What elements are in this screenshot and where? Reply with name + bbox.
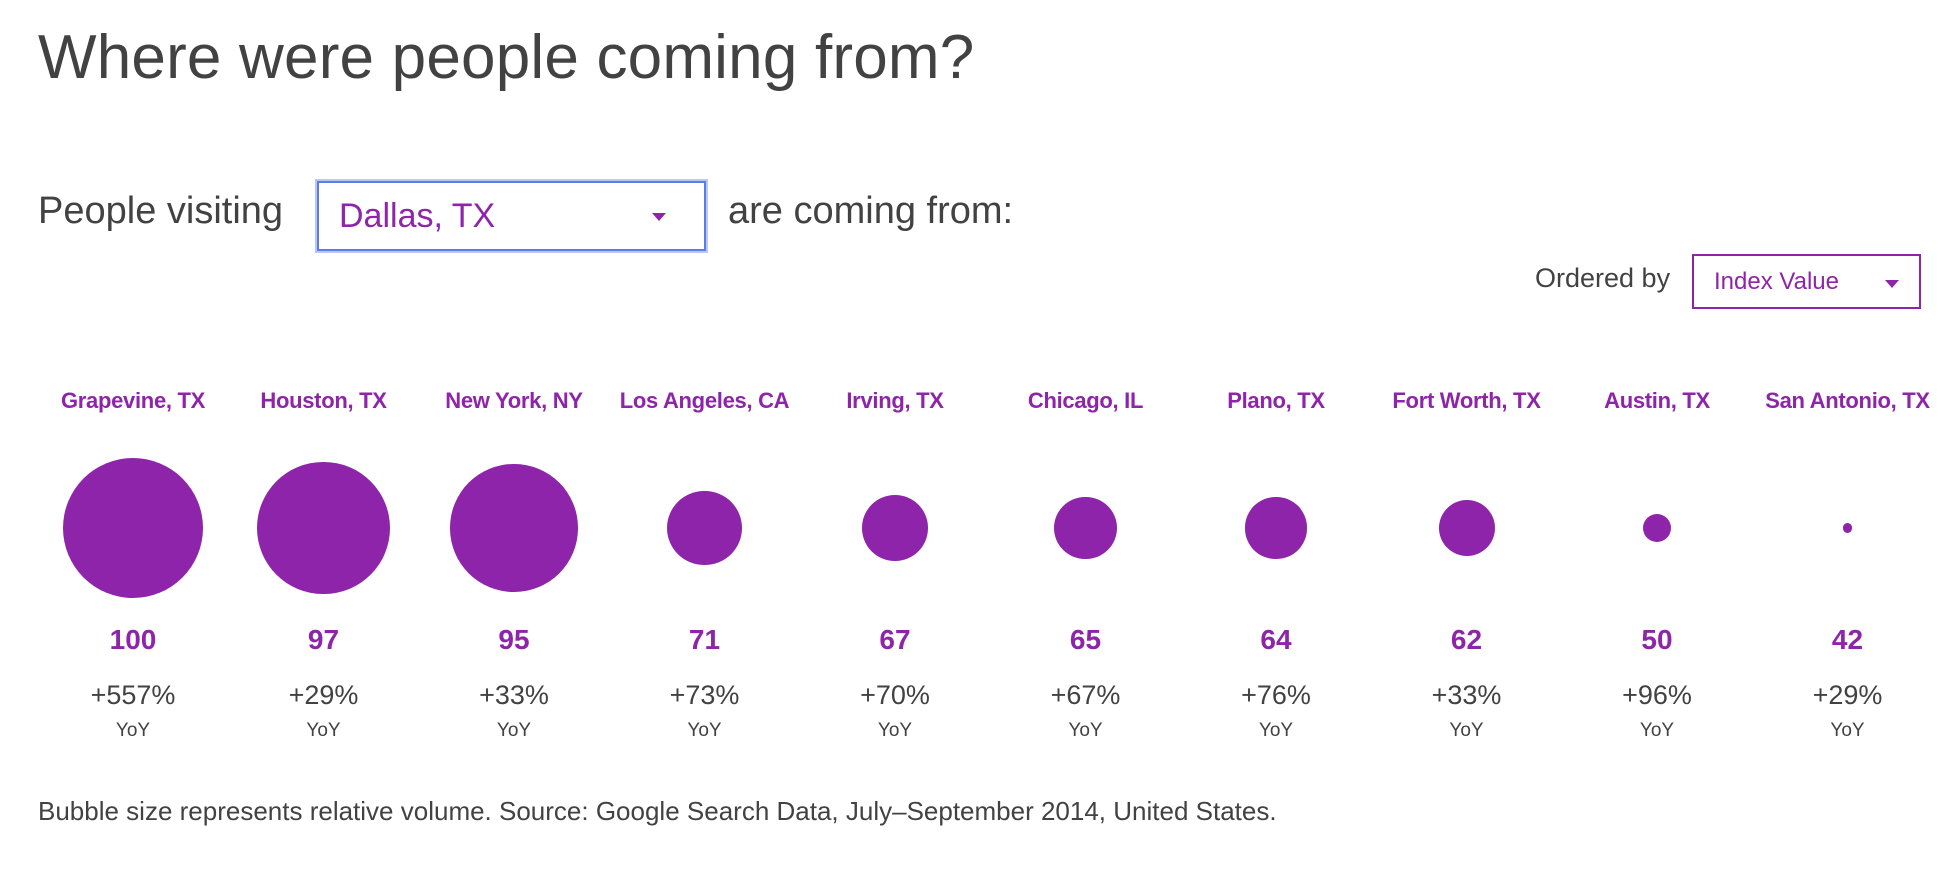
yoy-label: YoY [1830, 720, 1865, 741]
yoy-change: +76% [1241, 680, 1311, 710]
index-value: 95 [498, 624, 530, 655]
yoy-change: +67% [1050, 680, 1121, 710]
yoy-label: YoY [1449, 720, 1484, 741]
yoy-label: YoY [1068, 720, 1103, 741]
index-value: 64 [1260, 624, 1292, 655]
yoy-label: YoY [877, 720, 913, 741]
yoy-change: +70% [860, 680, 930, 710]
caret-down-icon [652, 213, 666, 221]
destination-select[interactable]: Dallas, TX [317, 181, 706, 251]
yoy-change: +557% [90, 680, 176, 710]
city-label: Fort Worth, TX [1392, 388, 1541, 413]
city-label: San Antonio, TX [1765, 388, 1930, 413]
origin-column: Plano, TX 64 +76% YoY [1181, 370, 1371, 760]
city-label: Houston, TX [260, 388, 387, 413]
volume-bubble [1842, 523, 1853, 533]
origin-column: San Antonio, TX 42 +29% YoY [1753, 370, 1940, 760]
yoy-label: YoY [1258, 720, 1294, 741]
origin-bubble-chart: Grapevine, TX 100 +557% YoY Houston, TX 97 +29… [0, 370, 1940, 760]
origin-column: Grapevine, TX 100 +557% YoY [38, 370, 228, 760]
city-label: Chicago, IL [1027, 388, 1144, 413]
yoy-label: YoY [496, 720, 532, 741]
yoy-change: +33% [479, 680, 549, 710]
index-value: 42 [1831, 624, 1864, 655]
index-value: 71 [688, 624, 721, 655]
origin-column: Chicago, IL 65 +67% YoY [991, 370, 1181, 760]
yoy-label: YoY [687, 720, 722, 741]
index-value: 62 [1450, 624, 1483, 655]
ordered-by-label: Ordered by [1535, 263, 1671, 293]
origin-column: New York, NY 95 +33% YoY [419, 370, 609, 760]
page-title: Where were people coming from? [38, 23, 975, 92]
ordered-by-select[interactable]: Index Value [1692, 254, 1921, 309]
origin-column: Los Angeles, CA 71 +73% YoY [610, 370, 800, 760]
volume-bubble [667, 490, 742, 566]
coming-from-label: are coming from: [728, 190, 1014, 232]
city-label: Plano, TX [1227, 388, 1325, 413]
index-value: 65 [1069, 624, 1102, 655]
caret-down-icon [1885, 280, 1899, 288]
city-label: Los Angeles, CA [619, 388, 790, 413]
destination-select-value: Dallas, TX [339, 197, 496, 235]
yoy-label: YoY [115, 720, 151, 741]
volume-bubble [1054, 496, 1117, 560]
yoy-change: +29% [1812, 680, 1883, 710]
volume-bubble [1643, 514, 1671, 542]
index-value: 67 [879, 624, 911, 655]
volume-bubble [63, 458, 203, 598]
yoy-change: +33% [1431, 680, 1502, 710]
people-visiting-label: People visiting [38, 190, 284, 232]
yoy-change: +73% [669, 680, 740, 710]
origin-column: Houston, TX 97 +29% YoY [229, 370, 419, 760]
origin-column: Austin, TX 50 +96% YoY [1562, 370, 1752, 760]
yoy-change: +29% [288, 680, 359, 710]
ordered-by-select-value: Index Value [1714, 268, 1839, 295]
yoy-label: YoY [306, 720, 341, 741]
index-value: 97 [307, 624, 340, 655]
yoy-label: YoY [1639, 720, 1675, 741]
city-label: Irving, TX [846, 388, 944, 413]
origin-column: Fort Worth, TX 62 +33% YoY [1372, 370, 1562, 760]
volume-bubble [450, 464, 578, 592]
yoy-change: +96% [1622, 680, 1692, 710]
volume-bubble [862, 495, 928, 561]
city-label: New York, NY [445, 388, 583, 413]
volume-bubble [1245, 497, 1307, 559]
volume-bubble [257, 461, 390, 595]
origin-column: Irving, TX 67 +70% YoY [800, 370, 990, 760]
city-label: Grapevine, TX [60, 388, 206, 413]
index-value: 100 [109, 624, 157, 655]
footnote: Bubble size represents relative volume. … [38, 796, 1277, 826]
city-label: Austin, TX [1604, 388, 1710, 413]
index-value: 50 [1641, 624, 1673, 655]
volume-bubble [1438, 500, 1495, 556]
